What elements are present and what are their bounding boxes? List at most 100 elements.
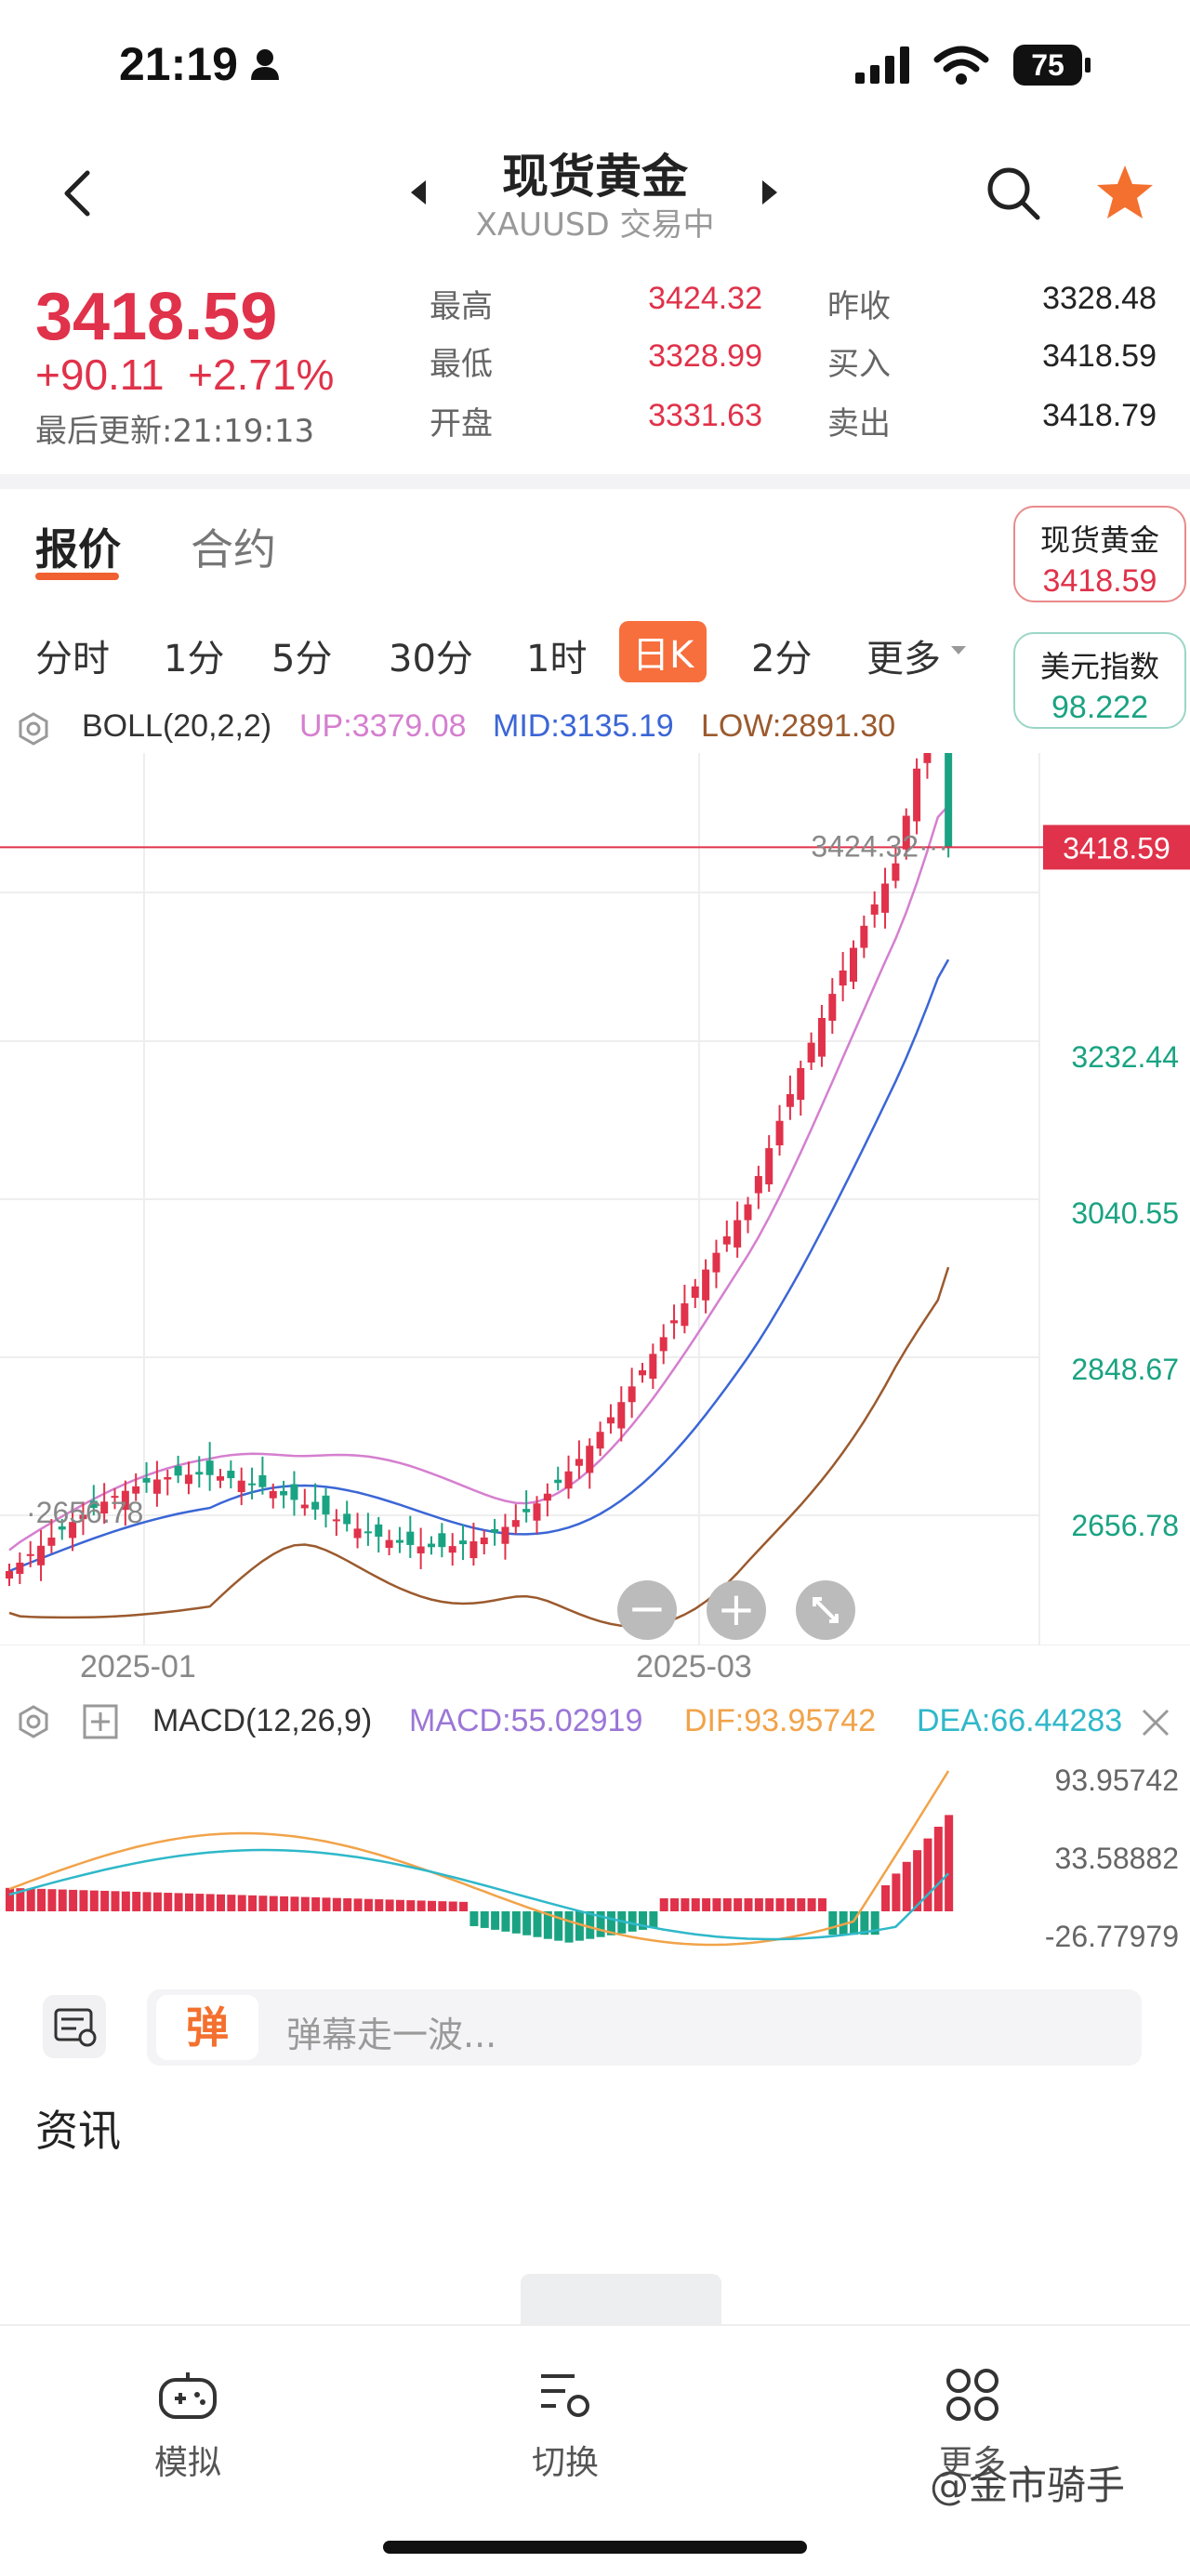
add-indicator-icon[interactable] [82,1703,119,1740]
nav-more[interactable]: 更多 [938,2444,1006,2482]
pull-tab[interactable] [521,2274,721,2324]
candle-body [79,1514,87,1520]
period-more[interactable]: 更多 [866,638,941,680]
period-5min[interactable]: 5分 [271,638,333,680]
side-card-dollar-index[interactable]: 美元指数 98.222 [1013,632,1186,729]
stat-label-low: 最低 [430,346,493,383]
macd-legend: MACD(12,26,9) MACD:55.02919 DIF:93.95742… [0,1694,1190,1750]
candle-body [881,883,890,913]
macd-bar [142,1892,152,1911]
macd-chart[interactable]: 93.95742 33.58882 -26.77979 [0,1750,1190,1963]
candle-body [258,1474,267,1487]
prev-instrument-icon[interactable] [409,178,428,206]
grid-icon [946,2369,998,2421]
candle-body [533,1503,541,1521]
macd-bar [322,1897,331,1911]
danmaku-input[interactable]: 弹 弹幕走一波... [147,1989,1142,2066]
period-2min[interactable]: 2分 [751,638,813,680]
candle-body [227,1471,235,1479]
search-icon[interactable] [985,165,1041,221]
signal-icon [855,46,909,84]
stat-value-ask: 3418.79 [1042,398,1157,433]
next-instrument-icon[interactable] [760,178,779,206]
candle-body [280,1490,288,1496]
fullscreen-icon[interactable] [796,1580,855,1640]
boll-legend: BOLL(20,2,2) UP:3379.08 MID:3135.19 LOW:… [0,705,1190,753]
macd-bar [850,1911,858,1935]
boll-mid-line [8,958,950,1573]
macd-bar [69,1889,78,1911]
candle-body [132,1486,140,1494]
candle-body [89,1500,98,1509]
candle-body [659,1337,668,1352]
candle-body [195,1472,204,1475]
boll-up: UP:3379.08 [299,708,467,744]
macd-bar [26,1888,35,1911]
kline-chart[interactable]: 3418.59 3424.32··· ·2656.78 3232.44 3040.55 2… [0,753,1190,1645]
side-card-spot-gold[interactable]: 现货黄金 3418.59 [1013,506,1186,602]
candle-body [416,1546,425,1553]
candle-body [184,1474,192,1485]
macd-bar [628,1911,637,1932]
stat-value-low: 3328.99 [648,338,762,374]
close-icon[interactable] [1140,1707,1171,1738]
macd-bar [37,1888,46,1911]
candle-body [248,1483,257,1486]
back-icon[interactable] [61,169,93,218]
high-marker: 3424.32··· [811,829,948,863]
candle-body [797,1067,805,1101]
macd-bar [290,1896,299,1911]
period-1min[interactable]: 1分 [164,638,225,680]
zoom-out-button[interactable]: − [617,1580,677,1640]
indicator-settings-icon[interactable] [15,1703,52,1740]
candle-body [628,1386,636,1403]
status-time: 21:19 [119,38,238,90]
macd-bar [332,1897,341,1911]
macd-bar [933,1827,943,1911]
danmaku-settings-icon[interactable] [43,1995,106,2058]
tab-contract[interactable]: 合约 [191,524,276,575]
macd-bar [554,1911,563,1941]
macd-bar [639,1911,647,1930]
candle-body [923,753,932,763]
macd-bar [533,1911,542,1937]
period-daily[interactable]: 日K [619,621,707,682]
bottom-navigation: 模拟 切换 更多 [0,2324,1190,2576]
macd-bar [459,1901,469,1911]
macd-bar [828,1911,838,1935]
stat-label-prev-close: 昨收 [827,288,891,325]
macd-bar [564,1911,574,1943]
candle-body [269,1490,277,1499]
indicator-settings-icon[interactable] [15,710,52,747]
period-timeshare[interactable]: 分时 [35,638,110,680]
dif-line [8,1770,950,1947]
favorite-star-icon[interactable] [1095,164,1155,221]
macd-bar [649,1911,658,1928]
period-selector: 分时 1分 5分 30分 1时 日K 2分 更多 [0,614,1032,697]
price-change: +90.11 +2.71% [35,350,334,400]
candle-body [617,1402,626,1429]
candle-body [385,1539,393,1549]
candle-body [817,1018,826,1057]
period-30min[interactable]: 30分 [389,638,473,680]
macd-bar [416,1900,426,1911]
dea-value: DEA:66.44283 [917,1703,1123,1738]
macd-bar [89,1890,99,1911]
candle-body [111,1496,119,1499]
nav-switch[interactable]: 切换 [531,2444,599,2482]
period-1hour[interactable]: 1时 [526,638,588,680]
macd-bar [501,1911,510,1932]
stat-value-prev-close: 3328.48 [1042,281,1157,316]
macd-bar [691,1898,700,1911]
tab-quote[interactable]: 报价 [35,524,121,575]
macd-bar [385,1899,394,1911]
macd-bar [258,1896,268,1911]
zoom-in-button[interactable]: + [707,1580,766,1640]
candle-body [501,1526,509,1544]
candle-body [765,1148,774,1185]
candle-body [16,1562,24,1574]
nav-simulate[interactable]: 模拟 [153,2444,221,2482]
price-axis: 3418.59 3424.32··· ·2656.78 3232.44 3040.55 2… [0,825,1190,1542]
macd-bar [734,1898,743,1911]
candle-body [491,1528,499,1533]
